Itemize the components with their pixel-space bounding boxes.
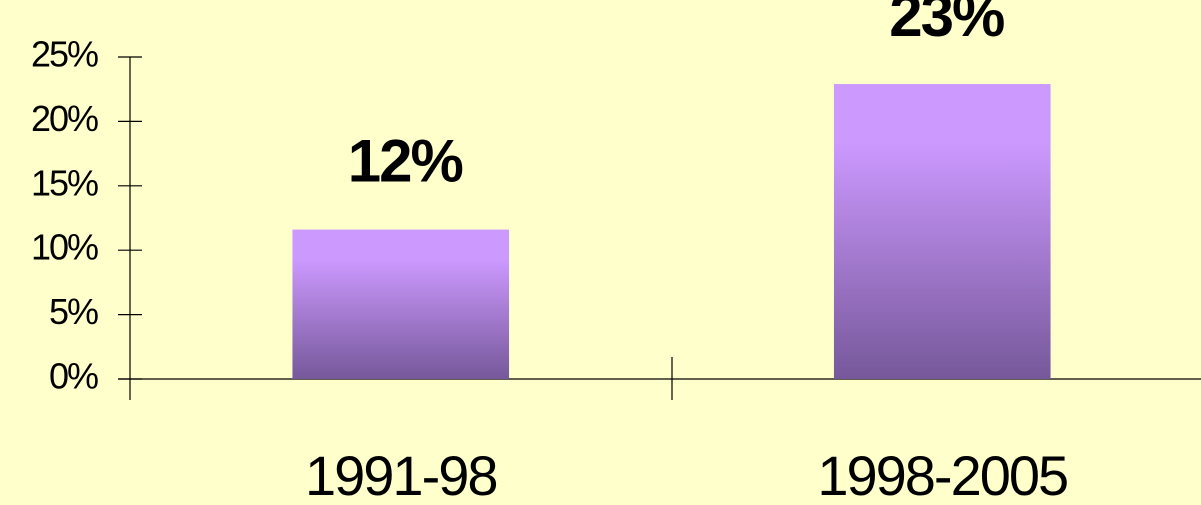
bar [833,84,1051,379]
bar [292,229,510,379]
x-tick-label: 1998-2005 [817,444,1067,505]
value-label: 23% [889,0,1004,49]
y-tick-label: 25% [31,34,98,75]
y-tick-label: 10% [31,227,98,268]
y-tick-label: 15% [31,162,98,203]
y-tick-label: 20% [31,98,98,139]
value-label: 12% [348,127,463,194]
x-tick-label: 1991-98 [305,444,497,505]
y-tick-label: 5% [49,291,98,332]
y-tick-label: 0% [49,356,98,397]
